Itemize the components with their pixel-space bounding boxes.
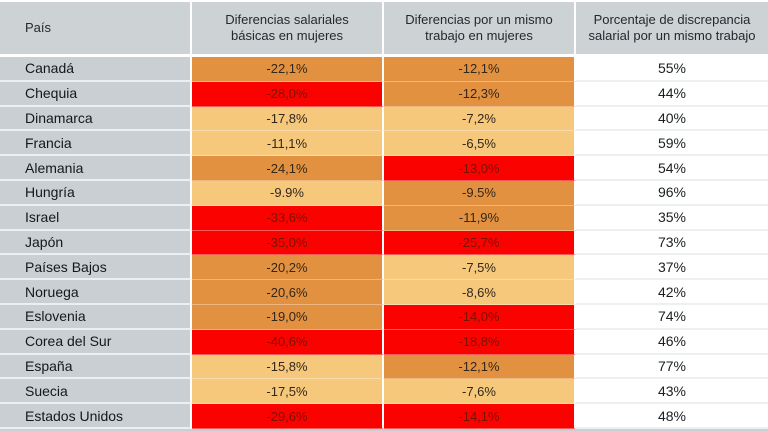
basic-gap-cell: -11,1% <box>192 131 384 157</box>
basic-gap-cell: -29,6% <box>192 404 384 429</box>
country-cell: Japón <box>0 230 192 256</box>
country-cell: Estados Unidos <box>0 404 192 429</box>
discrepancy-cell: 54% <box>576 156 768 181</box>
country-cell: Alemania <box>0 156 192 181</box>
basic-gap-cell: -22,1% <box>192 57 384 82</box>
discrepancy-cell: 35% <box>576 205 768 231</box>
discrepancy-cell: 48% <box>576 404 768 429</box>
basic-gap-cell: -24,1% <box>192 156 384 181</box>
discrepancy-cell: 43% <box>576 379 768 405</box>
basic-gap-cell: -15,8% <box>192 354 384 380</box>
country-cell: Canadá <box>0 57 192 82</box>
discrepancy-cell: 37% <box>576 255 768 281</box>
basic-gap-cell: -17,5% <box>192 379 384 405</box>
discrepancy-cell: 42% <box>576 280 768 305</box>
discrepancy-cell: 59% <box>576 131 768 157</box>
table-row: Estados Unidos -29,6% -14,1% 48% <box>0 404 768 429</box>
table-row: Corea del Sur -40,6% -18,8% 46% <box>0 329 768 355</box>
same-job-gap-cell: -13,0% <box>384 156 576 181</box>
country-cell: Dinamarca <box>0 106 192 132</box>
country-cell: Países Bajos <box>0 255 192 281</box>
discrepancy-cell: 73% <box>576 230 768 256</box>
discrepancy-cell: 40% <box>576 106 768 132</box>
table-row: Hungría -9.9% -9.5% 96% <box>0 180 768 206</box>
table-row: España -15,8% -12,1% 77% <box>0 354 768 380</box>
table-body: Canadá -22,1% -12,1% 55% Chequia -28,0% -12,3%… <box>0 57 768 429</box>
same-job-gap-cell: -14,0% <box>384 304 576 330</box>
discrepancy-cell: 74% <box>576 304 768 330</box>
table-row: Noruega -20,6% -8,6% 42% <box>0 280 768 305</box>
basic-gap-cell: -20,2% <box>192 255 384 281</box>
table-row: Países Bajos -20,2% -7,5% 37% <box>0 255 768 281</box>
column-header-basic-gap: Diferencias salariales básicas en mujere… <box>192 2 384 57</box>
same-job-gap-cell: -9.5% <box>384 180 576 206</box>
country-cell: Francia <box>0 131 192 157</box>
country-cell: Hungría <box>0 180 192 206</box>
discrepancy-cell: 46% <box>576 329 768 355</box>
country-cell: España <box>0 354 192 380</box>
country-cell: Chequia <box>0 81 192 107</box>
country-cell: Suecia <box>0 379 192 405</box>
same-job-gap-cell: -8,6% <box>384 280 576 305</box>
table-row: Suecia -17,5% -7,6% 43% <box>0 379 768 405</box>
column-header-discrepancy: Porcentaje de discrepancia salarial por … <box>576 2 768 57</box>
discrepancy-cell: 44% <box>576 81 768 107</box>
same-job-gap-cell: -12,1% <box>384 354 576 380</box>
table-row: Israel -33,6% -11,9% 35% <box>0 205 768 231</box>
basic-gap-cell: -19,0% <box>192 304 384 330</box>
same-job-gap-cell: -25,7% <box>384 230 576 256</box>
basic-gap-cell: -35,0% <box>192 230 384 256</box>
same-job-gap-cell: -6,5% <box>384 131 576 157</box>
discrepancy-cell: 96% <box>576 180 768 206</box>
same-job-gap-cell: -7,6% <box>384 379 576 405</box>
discrepancy-cell: 55% <box>576 57 768 82</box>
country-cell: Eslovenia <box>0 304 192 330</box>
same-job-gap-cell: -11,9% <box>384 205 576 231</box>
discrepancy-cell: 77% <box>576 354 768 380</box>
table-row: Alemania -24,1% -13,0% 54% <box>0 156 768 181</box>
column-header-country: País <box>0 2 192 57</box>
column-header-same-job-gap: Diferencias por un mismo trabajo en muje… <box>384 2 576 57</box>
table-row: Eslovenia -19,0% -14,0% 74% <box>0 304 768 330</box>
table-row: Dinamarca -17,8% -7,2% 40% <box>0 106 768 132</box>
basic-gap-cell: -28,0% <box>192 81 384 107</box>
table-row: Canadá -22,1% -12,1% 55% <box>0 57 768 82</box>
basic-gap-cell: -17,8% <box>192 106 384 132</box>
same-job-gap-cell: -7,2% <box>384 106 576 132</box>
table-row: Francia -11,1% -6,5% 59% <box>0 131 768 157</box>
basic-gap-cell: -33,6% <box>192 205 384 231</box>
basic-gap-cell: -9.9% <box>192 180 384 206</box>
table-header: País Diferencias salariales básicas en m… <box>0 2 768 57</box>
same-job-gap-cell: -7,5% <box>384 255 576 281</box>
basic-gap-cell: -40,6% <box>192 329 384 355</box>
same-job-gap-cell: -12,3% <box>384 81 576 107</box>
country-cell: Corea del Sur <box>0 329 192 355</box>
table-row: Chequia -28,0% -12,3% 44% <box>0 81 768 107</box>
same-job-gap-cell: -18,8% <box>384 329 576 355</box>
table-row: Japón -35,0% -25,7% 73% <box>0 230 768 256</box>
basic-gap-cell: -20,6% <box>192 280 384 305</box>
country-cell: Noruega <box>0 280 192 305</box>
same-job-gap-cell: -12,1% <box>384 57 576 82</box>
country-cell: Israel <box>0 205 192 231</box>
same-job-gap-cell: -14,1% <box>384 404 576 429</box>
